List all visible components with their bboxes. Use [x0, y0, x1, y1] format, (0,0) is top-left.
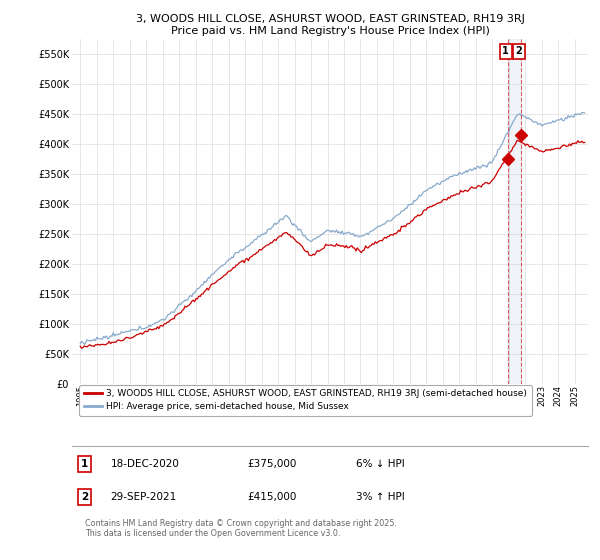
- Text: £415,000: £415,000: [247, 492, 297, 502]
- Text: 6% ↓ HPI: 6% ↓ HPI: [356, 459, 404, 469]
- Text: £375,000: £375,000: [247, 459, 297, 469]
- Title: 3, WOODS HILL CLOSE, ASHURST WOOD, EAST GRINSTEAD, RH19 3RJ
Price paid vs. HM La: 3, WOODS HILL CLOSE, ASHURST WOOD, EAST …: [136, 14, 524, 36]
- Text: 2: 2: [515, 46, 522, 56]
- Text: 1: 1: [502, 46, 509, 56]
- Text: 29-SEP-2021: 29-SEP-2021: [110, 492, 177, 502]
- Text: 1: 1: [81, 459, 89, 469]
- Text: Contains HM Land Registry data © Crown copyright and database right 2025.
This d: Contains HM Land Registry data © Crown c…: [85, 519, 397, 539]
- Bar: [508, 39, 521, 384]
- Text: 18-DEC-2020: 18-DEC-2020: [110, 459, 179, 469]
- Text: 2: 2: [81, 492, 89, 502]
- Text: 3% ↑ HPI: 3% ↑ HPI: [356, 492, 404, 502]
- Legend: 3, WOODS HILL CLOSE, ASHURST WOOD, EAST GRINSTEAD, RH19 3RJ (semi-detached house: 3, WOODS HILL CLOSE, ASHURST WOOD, EAST …: [79, 385, 532, 416]
